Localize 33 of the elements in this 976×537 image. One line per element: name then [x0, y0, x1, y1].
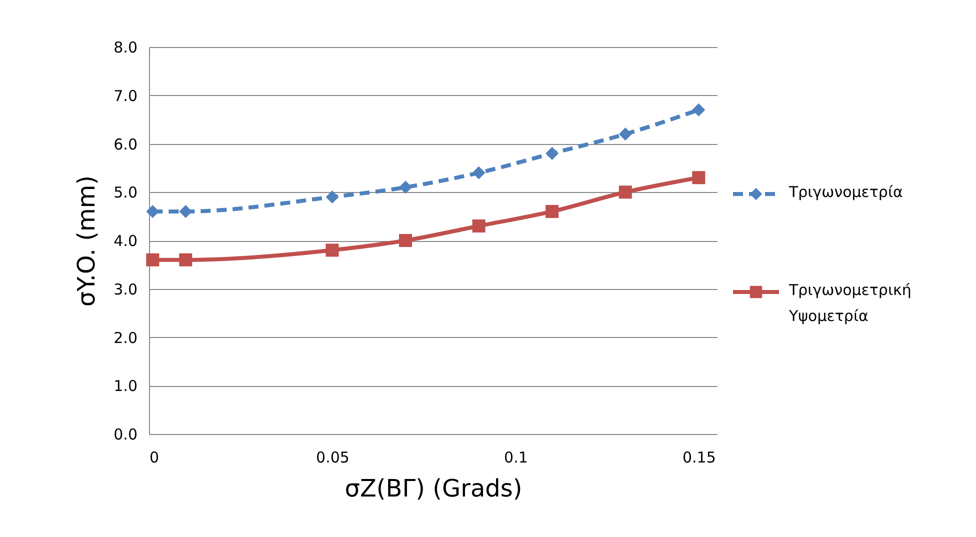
x-axis-title: σZ(ΒΓ) (Grads) — [344, 474, 522, 502]
legend-label: Τριγωνομετρία — [788, 183, 904, 201]
y-tick-label: 5.0 — [114, 184, 138, 202]
point — [326, 244, 339, 257]
y-tick-label: 0.0 — [114, 426, 138, 444]
point — [179, 204, 192, 218]
point — [146, 253, 160, 266]
point — [472, 166, 486, 180]
y-axis-title: σY.O. (mm) — [72, 175, 101, 307]
point — [546, 204, 559, 218]
y-tick-label: 6.0 — [114, 135, 138, 154]
point — [398, 180, 412, 194]
y-tick-label: 2.0 — [114, 328, 138, 347]
x-tick-label: 0.05 — [316, 448, 350, 466]
point — [692, 171, 706, 184]
y-tick-label: 1.0 — [114, 377, 138, 396]
point — [618, 186, 632, 199]
point — [146, 204, 160, 218]
y-tick-label: 4.0 — [114, 232, 138, 250]
x-tick-label: 0.15 — [682, 448, 716, 466]
y-tick-label: 8.0 — [114, 38, 138, 56]
y-tick-label: 3.0 — [114, 280, 138, 298]
point — [326, 190, 339, 204]
point — [179, 253, 192, 266]
point — [692, 103, 706, 116]
point — [398, 234, 412, 248]
x-tick-label: 0 — [150, 448, 160, 466]
y-tick-label: 7.0 — [114, 86, 138, 105]
point — [618, 128, 632, 141]
legend-label: Τριγωνομετρική Υψομετρία — [788, 281, 912, 325]
point — [472, 219, 486, 233]
x-tick-label: 0.1 — [504, 448, 528, 466]
point — [546, 146, 559, 160]
